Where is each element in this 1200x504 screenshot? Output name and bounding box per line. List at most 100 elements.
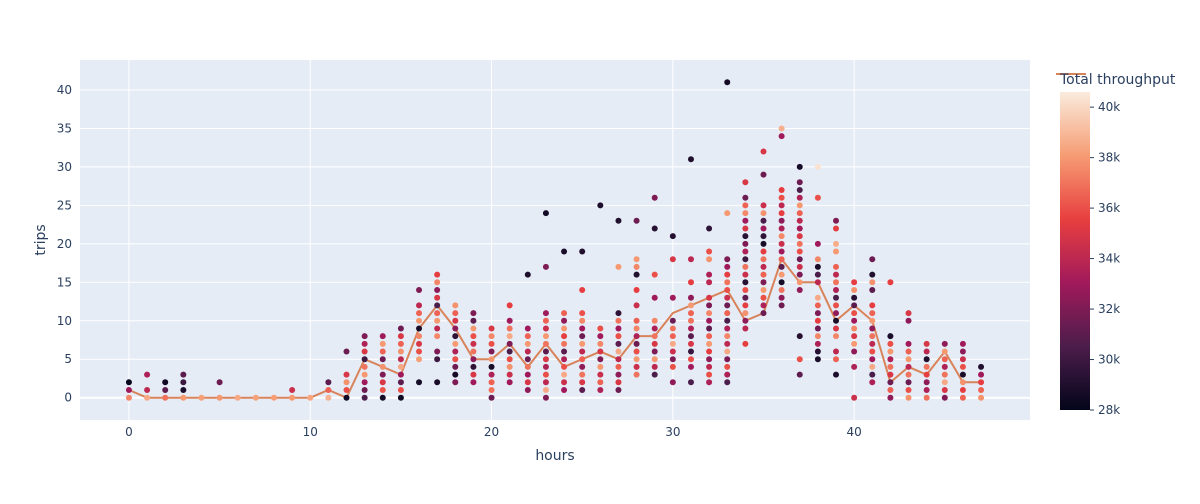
data-point[interactable] bbox=[361, 356, 368, 363]
data-point[interactable] bbox=[869, 271, 876, 278]
data-point[interactable] bbox=[833, 317, 840, 324]
data-point[interactable] bbox=[706, 371, 713, 378]
data-point[interactable] bbox=[379, 348, 386, 355]
data-point[interactable] bbox=[706, 310, 713, 317]
data-point[interactable] bbox=[706, 279, 713, 286]
data-point[interactable] bbox=[452, 317, 459, 324]
data-point[interactable] bbox=[633, 302, 640, 309]
data-point[interactable] bbox=[760, 279, 767, 286]
data-point[interactable] bbox=[851, 363, 858, 370]
data-point[interactable] bbox=[542, 394, 549, 401]
data-point[interactable] bbox=[488, 356, 495, 363]
data-point[interactable] bbox=[125, 387, 132, 393]
data-point[interactable] bbox=[252, 394, 259, 401]
data-point[interactable] bbox=[506, 371, 513, 378]
data-point[interactable] bbox=[869, 310, 876, 317]
data-point[interactable] bbox=[887, 379, 894, 386]
data-point[interactable] bbox=[905, 310, 912, 317]
data-point[interactable] bbox=[959, 379, 966, 386]
data-point[interactable] bbox=[742, 210, 749, 217]
data-point[interactable] bbox=[742, 340, 749, 347]
data-point[interactable] bbox=[416, 333, 423, 340]
data-point[interactable] bbox=[633, 356, 640, 363]
data-point[interactable] bbox=[542, 333, 549, 340]
data-point[interactable] bbox=[669, 256, 676, 263]
data-point[interactable] bbox=[524, 387, 531, 393]
data-point[interactable] bbox=[887, 356, 894, 363]
data-point[interactable] bbox=[742, 279, 749, 286]
data-point[interactable] bbox=[397, 333, 404, 340]
data-point[interactable] bbox=[579, 333, 586, 340]
data-point[interactable] bbox=[760, 171, 767, 178]
data-point[interactable] bbox=[724, 310, 731, 317]
data-point[interactable] bbox=[361, 333, 368, 340]
data-point[interactable] bbox=[833, 294, 840, 301]
data-point[interactable] bbox=[506, 302, 513, 309]
data-point[interactable] bbox=[416, 317, 423, 324]
data-point[interactable] bbox=[724, 371, 731, 378]
data-point[interactable] bbox=[216, 379, 223, 386]
data-point[interactable] bbox=[869, 302, 876, 309]
data-point[interactable] bbox=[524, 271, 531, 278]
data-point[interactable] bbox=[470, 310, 477, 317]
data-point[interactable] bbox=[379, 394, 386, 401]
data-point[interactable] bbox=[778, 256, 785, 263]
data-point[interactable] bbox=[796, 356, 803, 363]
data-point[interactable] bbox=[778, 210, 785, 217]
data-point[interactable] bbox=[633, 333, 640, 340]
data-point[interactable] bbox=[724, 348, 731, 355]
data-point[interactable] bbox=[452, 302, 459, 309]
data-point[interactable] bbox=[760, 271, 767, 278]
data-point[interactable] bbox=[180, 394, 187, 401]
data-point[interactable] bbox=[452, 363, 459, 370]
data-point[interactable] bbox=[434, 333, 441, 340]
data-point[interactable] bbox=[434, 310, 441, 317]
data-point[interactable] bbox=[833, 248, 840, 255]
data-point[interactable] bbox=[687, 356, 694, 363]
data-point[interactable] bbox=[869, 340, 876, 347]
data-point[interactable] bbox=[542, 210, 549, 217]
data-point[interactable] bbox=[687, 294, 694, 301]
data-point[interactable] bbox=[724, 256, 731, 263]
data-point[interactable] bbox=[144, 371, 151, 378]
data-point[interactable] bbox=[724, 379, 731, 386]
data-point[interactable] bbox=[796, 202, 803, 209]
data-point[interactable] bbox=[651, 225, 658, 232]
data-point[interactable] bbox=[633, 340, 640, 347]
data-point[interactable] bbox=[524, 371, 531, 378]
data-point[interactable] bbox=[506, 340, 513, 347]
data-point[interactable] bbox=[706, 325, 713, 332]
data-point[interactable] bbox=[760, 310, 767, 317]
data-point[interactable] bbox=[905, 387, 912, 393]
data-point[interactable] bbox=[796, 210, 803, 217]
data-point[interactable] bbox=[325, 387, 332, 393]
data-point[interactable] bbox=[289, 394, 296, 401]
data-point[interactable] bbox=[470, 325, 477, 332]
data-point[interactable] bbox=[651, 294, 658, 301]
data-point[interactable] bbox=[615, 356, 622, 363]
data-point[interactable] bbox=[887, 279, 894, 286]
data-point[interactable] bbox=[597, 379, 604, 386]
data-point[interactable] bbox=[706, 248, 713, 255]
data-point[interactable] bbox=[742, 233, 749, 240]
data-point[interactable] bbox=[905, 356, 912, 363]
data-point[interactable] bbox=[579, 340, 586, 347]
data-point[interactable] bbox=[669, 348, 676, 355]
data-point[interactable] bbox=[416, 287, 423, 293]
data-point[interactable] bbox=[687, 279, 694, 286]
data-point[interactable] bbox=[923, 394, 930, 401]
data-point[interactable] bbox=[851, 287, 858, 293]
data-point[interactable] bbox=[416, 356, 423, 363]
data-point[interactable] bbox=[687, 310, 694, 317]
data-point[interactable] bbox=[814, 302, 821, 309]
data-point[interactable] bbox=[524, 333, 531, 340]
data-point[interactable] bbox=[397, 340, 404, 347]
data-point[interactable] bbox=[615, 310, 622, 317]
data-point[interactable] bbox=[778, 271, 785, 278]
data-point[interactable] bbox=[542, 371, 549, 378]
data-point[interactable] bbox=[597, 333, 604, 340]
data-point[interactable] bbox=[669, 233, 676, 240]
data-point[interactable] bbox=[325, 379, 332, 386]
data-point[interactable] bbox=[887, 387, 894, 393]
data-point[interactable] bbox=[851, 310, 858, 317]
